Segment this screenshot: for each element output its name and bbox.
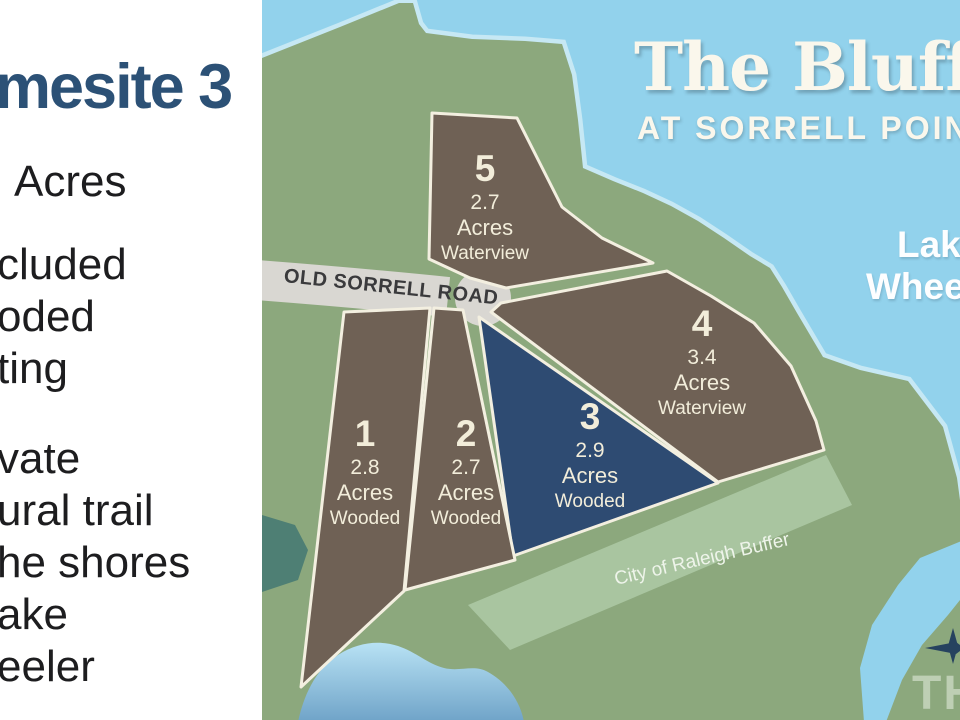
lake-name-line2: Wheeler bbox=[866, 266, 960, 307]
lot-acreage: 2.7 bbox=[451, 456, 481, 479]
lot-number: 5 bbox=[474, 148, 496, 189]
lot-feature: Wooded bbox=[430, 508, 502, 529]
lot-5 bbox=[427, 111, 655, 290]
pond bbox=[262, 515, 308, 592]
map-title: The Bluffs bbox=[634, 28, 960, 106]
info-panel: mesite 3 Acres cluded oded ting vate ura… bbox=[0, 0, 263, 720]
lot-1 bbox=[299, 306, 432, 689]
water-inlet bbox=[298, 642, 524, 720]
lot-4-label: 4 3.4 Acres Waterview bbox=[632, 305, 772, 418]
lot-2 bbox=[403, 306, 517, 592]
info-line: cluded bbox=[0, 240, 127, 289]
site-map-graphic bbox=[262, 0, 960, 720]
lot-acreage: 3.4 bbox=[687, 346, 717, 369]
lot-number: 4 bbox=[691, 303, 713, 344]
lot-4 bbox=[489, 269, 826, 484]
lot-acreage: 2.8 bbox=[350, 456, 380, 479]
lot-unit: Acres bbox=[336, 480, 394, 505]
lot-feature: Wooded bbox=[554, 491, 626, 512]
lot-5-label: 5 2.7 Acres Waterview bbox=[415, 150, 555, 263]
lot-unit: Acres bbox=[437, 480, 495, 505]
homesite-heading: mesite 3 bbox=[0, 52, 233, 122]
lot-feature: Waterview bbox=[658, 398, 746, 419]
info-line: ting bbox=[0, 344, 68, 393]
info-line: vate bbox=[0, 434, 81, 483]
lot-number: 2 bbox=[455, 413, 477, 454]
lot-unit: Acres bbox=[456, 215, 514, 240]
lot-acreage: 2.7 bbox=[470, 191, 500, 214]
map-subtitle: AT SORRELL POINT bbox=[637, 110, 960, 146]
info-line: eeler bbox=[0, 642, 95, 691]
info-line: he shores bbox=[0, 538, 191, 587]
info-line: ural trail bbox=[0, 486, 154, 535]
lot-feature: Waterview bbox=[441, 243, 529, 264]
lot-acreage: 2.9 bbox=[575, 439, 605, 462]
lake-name-line1: Lake bbox=[897, 224, 960, 265]
lot-3-highlighted bbox=[477, 315, 720, 558]
lot-number: 1 bbox=[354, 413, 376, 454]
info-line: oded bbox=[0, 292, 95, 341]
lot-3-label: 3 2.9 Acres Wooded bbox=[520, 398, 660, 511]
site-map: The Bluffs AT SORRELL POINT Lake Wheeler… bbox=[262, 0, 960, 720]
lot-unit: Acres bbox=[673, 370, 731, 395]
water-channel bbox=[860, 541, 960, 720]
lot-number: 3 bbox=[579, 396, 601, 437]
lot-feature: Wooded bbox=[329, 508, 401, 529]
compass-icon bbox=[925, 628, 960, 664]
lot-unit: Acres bbox=[561, 463, 619, 488]
buffer-strip bbox=[468, 455, 852, 650]
lot-2-label: 2 2.7 Acres Wooded bbox=[396, 415, 536, 528]
info-line-acres: Acres bbox=[14, 157, 127, 206]
info-line: ake bbox=[0, 590, 68, 639]
lot-1-label: 1 2.8 Acres Wooded bbox=[295, 415, 435, 528]
old-sorrell-road bbox=[262, 260, 451, 317]
watermark: TH bbox=[912, 667, 960, 720]
